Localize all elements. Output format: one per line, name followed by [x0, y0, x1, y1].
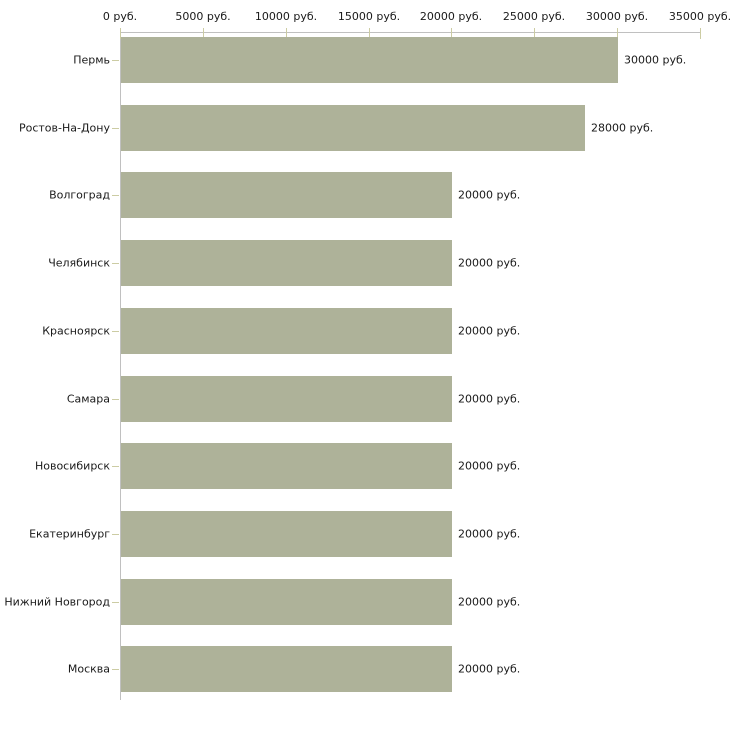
y-axis-tick-mark: [112, 263, 119, 264]
y-axis-tick-mark: [112, 60, 119, 61]
x-axis-tick-label: 0 руб.: [102, 10, 138, 23]
category-label: Екатеринбург: [29, 527, 110, 541]
bar: [121, 172, 452, 218]
x-axis-line: [120, 32, 700, 33]
category-label: Новосибирск: [34, 459, 110, 473]
bar: [121, 37, 618, 83]
bar: [121, 579, 452, 625]
bar: [121, 511, 452, 557]
y-axis-tick-mark: [112, 466, 119, 467]
x-axis-tick-mark: [203, 28, 204, 39]
x-axis-tick-label: 15000 руб.: [337, 10, 401, 23]
x-axis-tick-mark: [369, 28, 370, 39]
bar-value-label: 28000 руб.: [591, 121, 654, 135]
x-axis-tick-label: 35000 руб.: [668, 10, 730, 23]
y-axis-tick-mark: [112, 399, 119, 400]
bar: [121, 443, 452, 489]
category-label: Челябинск: [48, 256, 110, 270]
y-axis-tick-mark: [112, 128, 119, 129]
y-axis-line: [120, 32, 121, 700]
x-axis-tick-mark: [286, 28, 287, 39]
y-axis-tick-mark: [112, 602, 119, 603]
y-axis-tick-mark: [112, 195, 119, 196]
x-axis-tick-label: 30000 руб.: [585, 10, 649, 23]
bar-value-label: 20000 руб.: [458, 392, 521, 406]
category-label: Красноярск: [42, 324, 110, 338]
bar-value-label: 20000 руб.: [458, 324, 521, 338]
bar: [121, 240, 452, 286]
bar-value-label: 30000 руб.: [624, 53, 687, 67]
x-axis-tick-mark: [451, 28, 452, 39]
y-axis-tick-mark: [112, 669, 119, 670]
x-axis-tick-mark: [700, 28, 701, 39]
category-label: Пермь: [73, 53, 110, 67]
bar-value-label: 20000 руб.: [458, 188, 521, 202]
category-label: Волгоград: [49, 188, 110, 202]
x-axis-tick-mark: [617, 28, 618, 39]
bar-value-label: 20000 руб.: [458, 595, 521, 609]
y-axis-tick-mark: [112, 534, 119, 535]
category-label: Нижний Новгород: [4, 595, 110, 609]
bar: [121, 105, 585, 151]
bar-value-label: 20000 руб.: [458, 662, 521, 676]
x-axis-tick-mark: [534, 28, 535, 39]
category-label: Ростов-На-Дону: [18, 121, 110, 135]
bar-value-label: 20000 руб.: [458, 459, 521, 473]
bar: [121, 308, 452, 354]
bar-value-label: 20000 руб.: [458, 527, 521, 541]
bar: [121, 376, 452, 422]
bar: [121, 646, 452, 692]
x-axis-tick-label: 10000 руб.: [254, 10, 318, 23]
x-axis-tick-label: 5000 руб.: [175, 10, 231, 23]
x-axis-tick-label: 20000 руб.: [419, 10, 483, 23]
bar-value-label: 20000 руб.: [458, 256, 521, 270]
y-axis-tick-mark: [112, 331, 119, 332]
category-label: Самара: [66, 392, 110, 406]
category-label: Москва: [67, 662, 110, 676]
x-axis-tick-mark: [120, 28, 121, 39]
x-axis-tick-label: 25000 руб.: [502, 10, 566, 23]
